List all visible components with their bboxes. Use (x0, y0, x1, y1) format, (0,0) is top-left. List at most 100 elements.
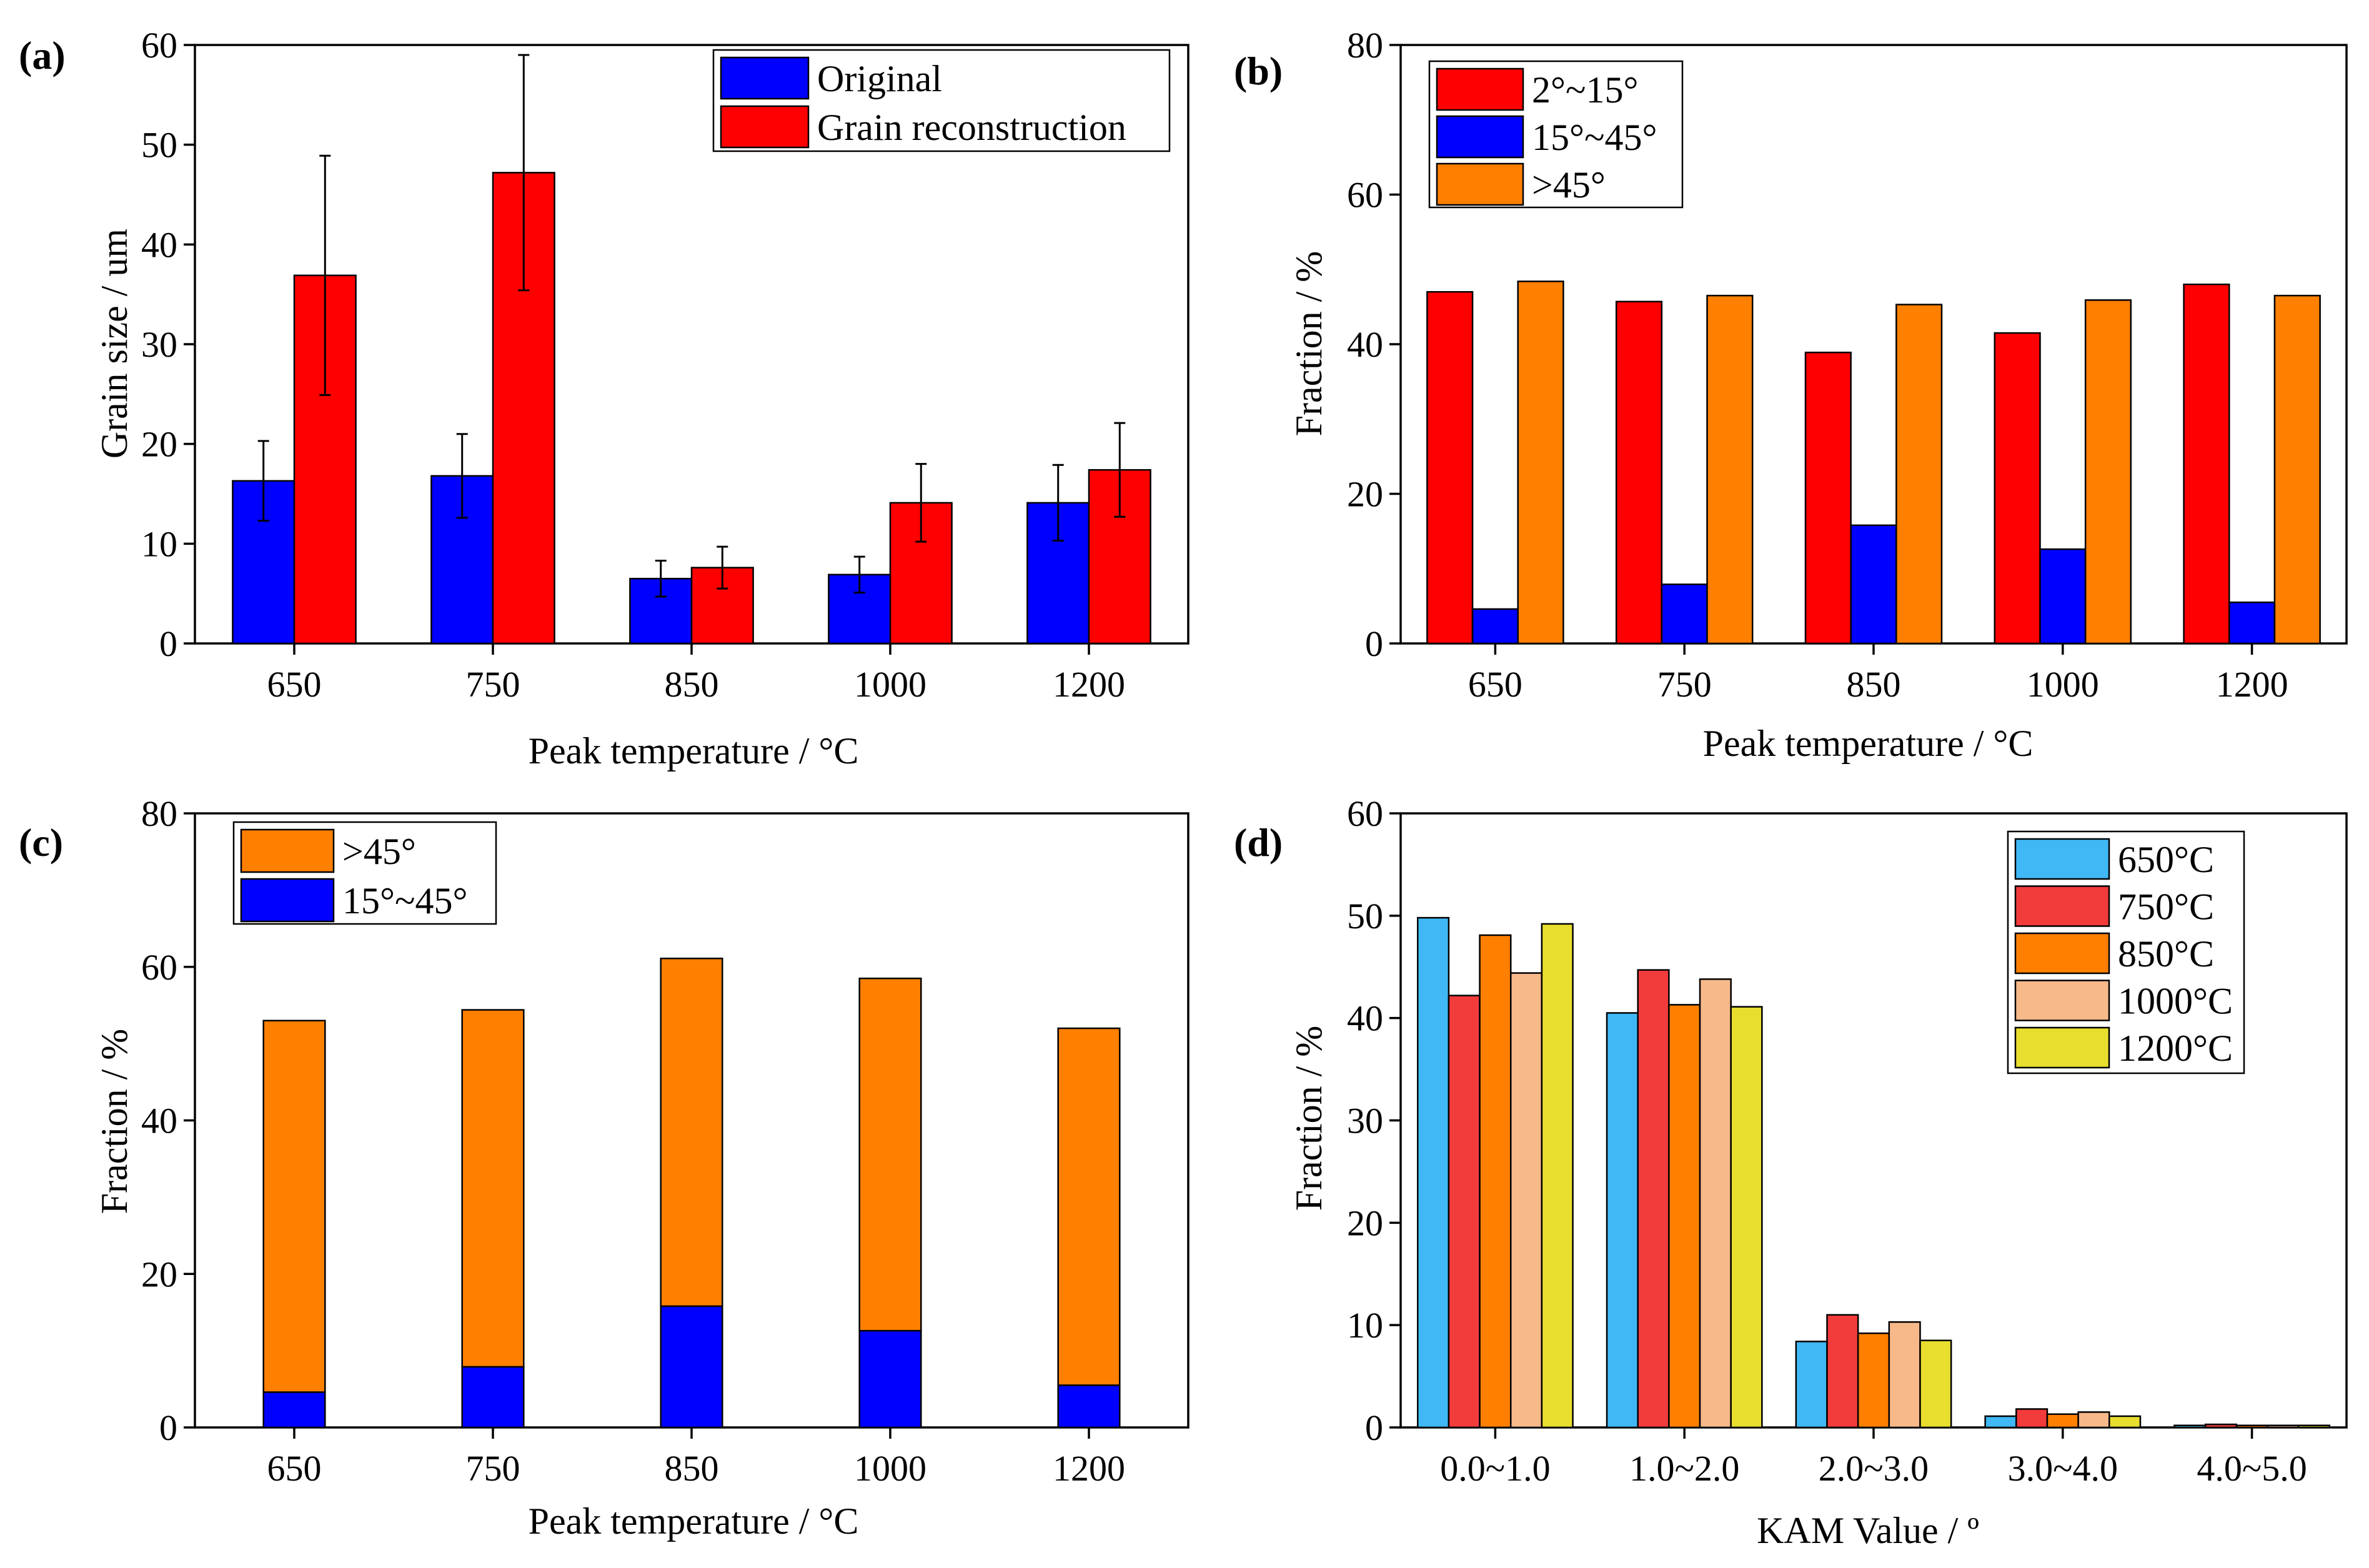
legend-swatch-2 (2014, 932, 2110, 975)
y-tick-label: 50 (141, 125, 177, 166)
y-tick-label: 40 (1347, 324, 1383, 365)
x-tick-label: 650 (267, 664, 322, 705)
bar-4-3 (2108, 1415, 2142, 1429)
x-tick-label: 850 (1847, 664, 1901, 705)
x-axis-title: KAM Value / º (1757, 1510, 1979, 1551)
bar-1-4 (1057, 1384, 1121, 1429)
y-tick-label: 20 (141, 424, 177, 465)
bar-0-1 (1606, 1012, 1639, 1429)
legend-label-0: 650°C (2118, 839, 2214, 880)
x-tick-label: 750 (466, 1448, 520, 1489)
bar-1-0 (1448, 995, 1481, 1429)
bar-0-1 (461, 1009, 525, 1368)
x-tick-label: 850 (665, 1448, 719, 1489)
panel-d: 0 10 20 30 40 50 60 0.0~1.0 1.0~2.0 2.0~3.0 3.0~4.… (1234, 793, 2348, 1551)
bar-0-2 (1804, 351, 1852, 645)
legend-swatch-4 (2014, 1026, 2110, 1069)
legend-swatch-3 (2014, 980, 2110, 1021)
y-tick-label: 30 (1347, 1101, 1383, 1141)
legend-label-2: >45° (1532, 164, 1606, 206)
x-axis-title: Peak temperature / °C (529, 1501, 859, 1542)
bar-1-4 (2204, 1423, 2238, 1429)
bar-0-1 (1615, 300, 1663, 645)
bar-3-3 (2077, 1411, 2110, 1429)
bar-2-4 (2235, 1424, 2268, 1429)
bar-2-3 (2084, 299, 2132, 645)
x-tick-label: 1200 (1053, 664, 1125, 705)
x-tick-label: 1200 (2216, 664, 2288, 705)
x-tick-label: 1200 (1053, 1448, 1125, 1489)
legend-swatch-0 (1436, 67, 1524, 111)
y-tick-label: 60 (141, 25, 177, 66)
bar-0-3 (1984, 1415, 2017, 1429)
y-tick-label: 0 (1365, 623, 1383, 664)
legend-swatch-0 (2014, 838, 2110, 880)
x-tick-label: 650 (267, 1448, 322, 1489)
bar-4-1 (1730, 1006, 1763, 1429)
bar-4-0 (1541, 923, 1574, 1429)
y-axis-title: Fraction / % (1288, 251, 1329, 437)
y-tick-label: 20 (141, 1254, 177, 1294)
x-tick-label: 650 (1468, 664, 1522, 705)
bar-2-2 (1895, 304, 1943, 645)
bar-2-0 (1479, 934, 1512, 1429)
legend-swatch-0 (240, 828, 335, 873)
bar-0-0 (1426, 290, 1474, 645)
bar-0-0 (1417, 916, 1450, 1429)
legend-label-1: 15°~45° (342, 880, 467, 921)
bar-2-1 (1706, 294, 1754, 645)
bar-2-0 (1517, 280, 1564, 645)
y-tick-label: 60 (141, 947, 177, 988)
legend-label-3: 1000°C (2118, 981, 2233, 1022)
x-tick-label: 1.0~2.0 (1629, 1448, 1739, 1489)
bar-1-2 (1826, 1314, 1859, 1429)
bar-0-2 (1795, 1341, 1828, 1429)
y-tick-label: 10 (1347, 1305, 1383, 1346)
legend-swatch-2 (1436, 162, 1524, 206)
y-tick-label: 30 (141, 324, 177, 365)
legend-swatch-0 (720, 56, 810, 100)
legend-swatch-1 (1436, 115, 1524, 159)
bar-2-3 (2046, 1413, 2079, 1429)
y-tick-label: 40 (141, 224, 177, 265)
bar-1-1 (1661, 583, 1708, 645)
legend-label-4: 1200°C (2118, 1028, 2233, 1069)
bar-4-4 (2297, 1424, 2330, 1429)
x-tick-label: 1000 (854, 1448, 926, 1489)
panel-label: (d) (1234, 820, 1283, 865)
bar-1-3 (2039, 548, 2087, 645)
y-tick-label: 40 (1347, 998, 1383, 1039)
panel-b: 0 20 40 60 80 650 750 850 1000 1200 Peak temperatu… (1234, 25, 2348, 764)
bar-3-4 (2267, 1424, 2300, 1429)
x-tick-label: 4.0~5.0 (2197, 1448, 2307, 1489)
y-tick-label: 0 (1365, 1407, 1383, 1448)
bar-1-1 (1637, 969, 1670, 1429)
legend-label-0: >45° (342, 831, 416, 872)
y-tick-label: 50 (1347, 896, 1383, 936)
bar-0-3 (1994, 332, 2041, 645)
bar-1-0 (262, 1391, 326, 1429)
bar-0-4 (1057, 1027, 1121, 1386)
legend-swatch-1 (240, 878, 335, 923)
x-axis-title: Peak temperature / °C (529, 730, 859, 772)
y-tick-label: 60 (1347, 793, 1383, 834)
y-tick-label: 80 (1347, 25, 1383, 66)
bar-3-2 (1888, 1321, 1921, 1429)
legend-label-0: 2°~15° (1532, 69, 1638, 111)
x-tick-label: 2.0~3.0 (1819, 1448, 1929, 1489)
bar-1-4 (2228, 601, 2276, 645)
x-tick-label: 750 (1657, 664, 1712, 705)
legend-label-0: Original (817, 58, 942, 99)
bar-1-3 (858, 1329, 922, 1429)
panel-label: (c) (19, 820, 63, 865)
panel-c: 0 20 40 60 80 650 750 850 1000 1200 Peak temperatu… (19, 793, 1189, 1542)
legend-label-1: 15°~45° (1532, 117, 1657, 158)
panel-label: (b) (1234, 49, 1283, 93)
bar-1-2 (660, 1305, 723, 1429)
panel-a: 0 10 20 30 40 50 60 650 750 850 1000 1200 Peak tempe… (19, 25, 1189, 772)
y-tick-label: 20 (1347, 1203, 1383, 1243)
bar-2-4 (2273, 294, 2321, 645)
legend-label-2: 850°C (2118, 933, 2214, 975)
bar-3-0 (1509, 972, 1543, 1429)
